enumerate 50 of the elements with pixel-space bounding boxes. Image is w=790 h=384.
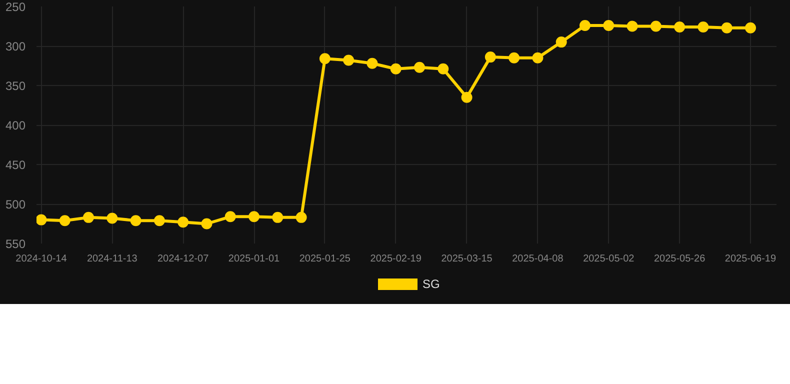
point — [36, 214, 47, 226]
legend-label: SG — [422, 277, 441, 291]
x-tick-label: 2024-11-13 — [86, 254, 138, 264]
point — [319, 53, 330, 64]
point — [106, 212, 118, 224]
y-tick-label: 350 — [5, 79, 26, 93]
x-tick-label: 2025-06-19 — [724, 254, 777, 264]
point — [201, 218, 212, 230]
point — [130, 215, 142, 226]
point — [721, 22, 732, 34]
y-tick-label: 550 — [5, 237, 26, 251]
point — [674, 22, 686, 33]
point — [698, 22, 709, 33]
point — [154, 215, 165, 226]
y-tick-label: 450 — [5, 158, 26, 172]
point — [366, 58, 378, 69]
point — [461, 92, 472, 103]
x-tick-label: 2025-01-01 — [228, 254, 280, 264]
x-tick-label: 2025-02-19 — [370, 254, 422, 264]
x-tick-label: 2025-04-08 — [512, 254, 564, 264]
point — [272, 212, 284, 223]
point — [556, 36, 567, 48]
x-tick-label: 2025-05-02 — [583, 254, 635, 264]
point — [603, 20, 614, 31]
point — [59, 215, 70, 226]
point — [390, 63, 402, 74]
point — [744, 22, 756, 34]
x-tick-label: 2025-05-26 — [654, 254, 706, 264]
point — [248, 211, 260, 222]
point — [83, 212, 94, 223]
point — [650, 20, 662, 32]
x-tick-label: 2024-12-07 — [158, 254, 210, 264]
point — [484, 52, 496, 63]
point — [224, 211, 236, 222]
y-tick-label: 300 — [5, 40, 26, 54]
point — [343, 54, 354, 66]
point — [438, 63, 449, 74]
x-tick-label: 2024-10-14 — [16, 254, 68, 264]
point — [296, 212, 307, 223]
point — [532, 52, 544, 64]
x-tick-label: 2025-03-15 — [441, 254, 493, 264]
point — [580, 20, 590, 31]
point — [414, 62, 426, 73]
y-tick-label: 250 — [5, 0, 26, 14]
point — [626, 20, 638, 32]
point — [178, 216, 189, 228]
y-tick-label: 400 — [5, 118, 26, 132]
y-tick-label: 500 — [5, 198, 26, 212]
x-tick-label: 2025-01-25 — [299, 254, 351, 264]
point — [508, 52, 520, 64]
